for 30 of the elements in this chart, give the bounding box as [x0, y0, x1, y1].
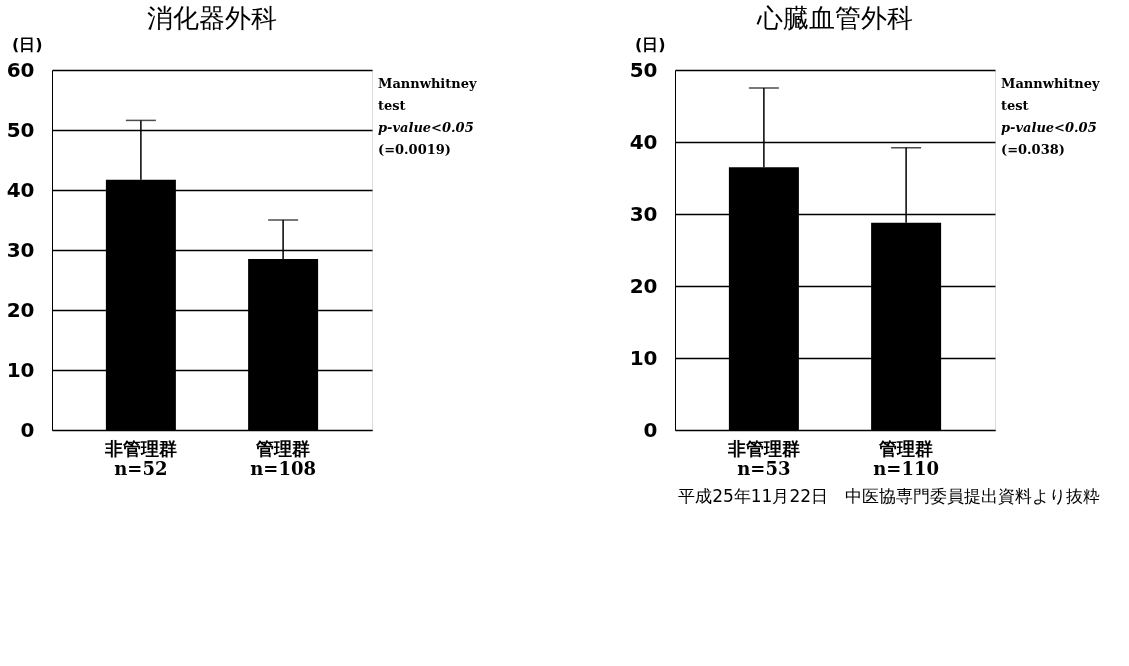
text: Mannwhitney — [1001, 76, 1101, 91]
text: (=0.0019) — [378, 142, 451, 157]
chart-title: 心臓血管外科 — [756, 3, 913, 33]
y-tick-label: 50 — [6, 117, 35, 142]
y-tick-label: 30 — [6, 237, 35, 262]
y-tick-label: 20 — [6, 297, 35, 322]
y-axis-title: (日) — [11, 34, 43, 54]
chart-title: 消化器外科 — [147, 3, 277, 33]
text: test — [1001, 98, 1029, 113]
y-tick-label: 0 — [20, 417, 35, 442]
text: (=0.038) — [1001, 142, 1065, 157]
text: p-value<0.05 — [1001, 120, 1097, 135]
text: 平成25年11月22日 中医協専門委員提出資料より抜粋 — [678, 485, 1101, 506]
y-tick-label: 30 — [629, 201, 658, 226]
y-tick-label: 10 — [629, 345, 658, 370]
y-tick-label: 60 — [6, 57, 35, 82]
y-tick-label: 20 — [629, 273, 658, 298]
text: p-value<0.05 — [378, 120, 474, 135]
x-tick-label: 非管理群 n=53 — [726, 437, 800, 479]
x-tick-label: 管理群 n=110 — [873, 437, 939, 479]
y-axis-title: (日) — [634, 34, 666, 54]
x-tick-label: 管理群 n=108 — [250, 437, 316, 479]
y-tick-label: 10 — [6, 357, 35, 382]
y-tick-label: 40 — [629, 129, 658, 154]
y-tick-label: 40 — [6, 177, 35, 202]
y-tick-label: 50 — [629, 57, 658, 82]
text: test — [378, 98, 406, 113]
y-tick-label: 0 — [643, 417, 658, 442]
text: Mannwhitney — [378, 76, 478, 91]
x-tick-label: 非管理群 n=52 — [103, 437, 177, 479]
